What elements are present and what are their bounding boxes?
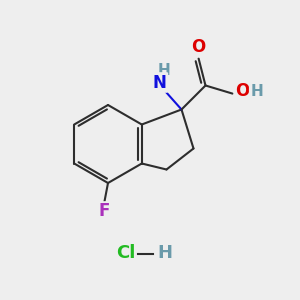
Text: O: O [235,82,249,100]
Text: O: O [191,38,206,56]
Text: H: H [250,84,263,99]
Text: F: F [99,202,110,220]
Text: N: N [153,74,167,92]
Text: H: H [158,244,172,262]
Text: Cl: Cl [116,244,136,262]
Text: H: H [158,63,170,78]
